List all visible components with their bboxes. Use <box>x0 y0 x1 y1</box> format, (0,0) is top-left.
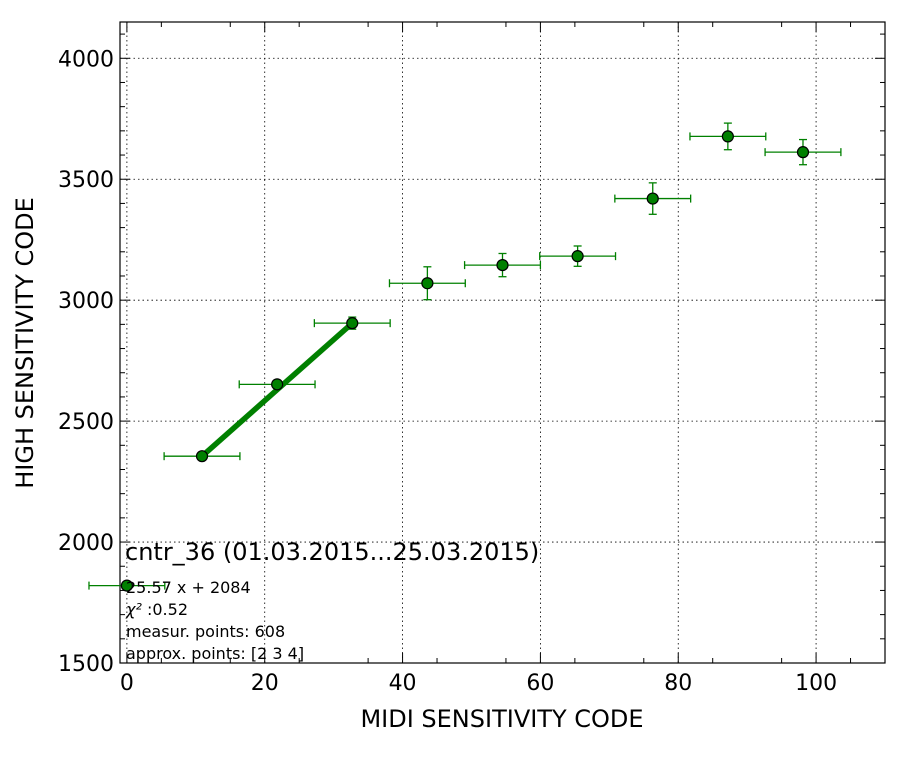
plot-background <box>120 22 885 663</box>
legend-line: approx. points: [2 3 4] <box>126 644 304 663</box>
legend-line: 25.57 x + 2084 <box>126 578 251 597</box>
chi-squared-symbol: χ² <box>125 600 142 619</box>
data-point <box>463 252 542 278</box>
data-point-marker <box>796 146 810 159</box>
data-point-marker <box>571 250 584 263</box>
data-point-marker <box>721 130 734 143</box>
data-point-marker <box>195 450 209 463</box>
y-tick-label: 2000 <box>58 531 114 556</box>
data-point <box>163 450 241 463</box>
x-tick-label: 0 <box>120 671 134 696</box>
data-point <box>388 266 466 301</box>
x-tick-labels: 0 20 40 60 80 100 <box>120 671 837 696</box>
plot-frame <box>119 21 886 664</box>
y-tick-label: 3000 <box>58 289 114 314</box>
legend-marker <box>88 579 166 592</box>
chart-title: cntr_36 (01.03.2015...25.03.2015) <box>125 538 539 566</box>
data-points <box>163 122 842 463</box>
data-point-marker <box>271 378 284 391</box>
legend: 25.57 x + 2084 χ² :0.52 measur. points: 60… <box>88 578 304 663</box>
data-point-marker <box>120 579 133 592</box>
y-axis-label: HIGH SENSITIVITY CODE <box>11 197 39 489</box>
data-point <box>614 182 692 215</box>
x-axis-label: MIDI SENSITIVITY CODE <box>360 705 643 733</box>
y-tick-label: 4000 <box>58 47 114 72</box>
x-tick-label: 60 <box>526 671 554 696</box>
data-point <box>689 122 767 151</box>
legend-line: measur. points: 608 <box>126 622 285 641</box>
data-point <box>313 316 391 330</box>
data-point <box>764 138 842 166</box>
x-tick-label: 100 <box>795 671 837 696</box>
y-tick-labels: 1500 2000 2500 3000 3500 4000 <box>58 47 114 677</box>
chi-squared-value: :0.52 <box>142 600 188 619</box>
y-tick-label: 2500 <box>58 410 114 435</box>
x-tick-label: 80 <box>664 671 692 696</box>
data-point <box>238 378 316 391</box>
y-tick-label: 3500 <box>58 168 114 193</box>
x-tick-label: 40 <box>389 671 417 696</box>
legend-line: χ² :0.52 <box>125 600 188 619</box>
x-tick-label: 20 <box>251 671 279 696</box>
data-point-marker <box>421 277 434 290</box>
data-point <box>539 245 617 267</box>
data-point-marker <box>346 317 359 330</box>
data-point-marker <box>496 258 509 272</box>
y-tick-label: 1500 <box>58 652 114 677</box>
axis-ticks <box>120 22 885 664</box>
data-point-marker <box>646 192 659 205</box>
